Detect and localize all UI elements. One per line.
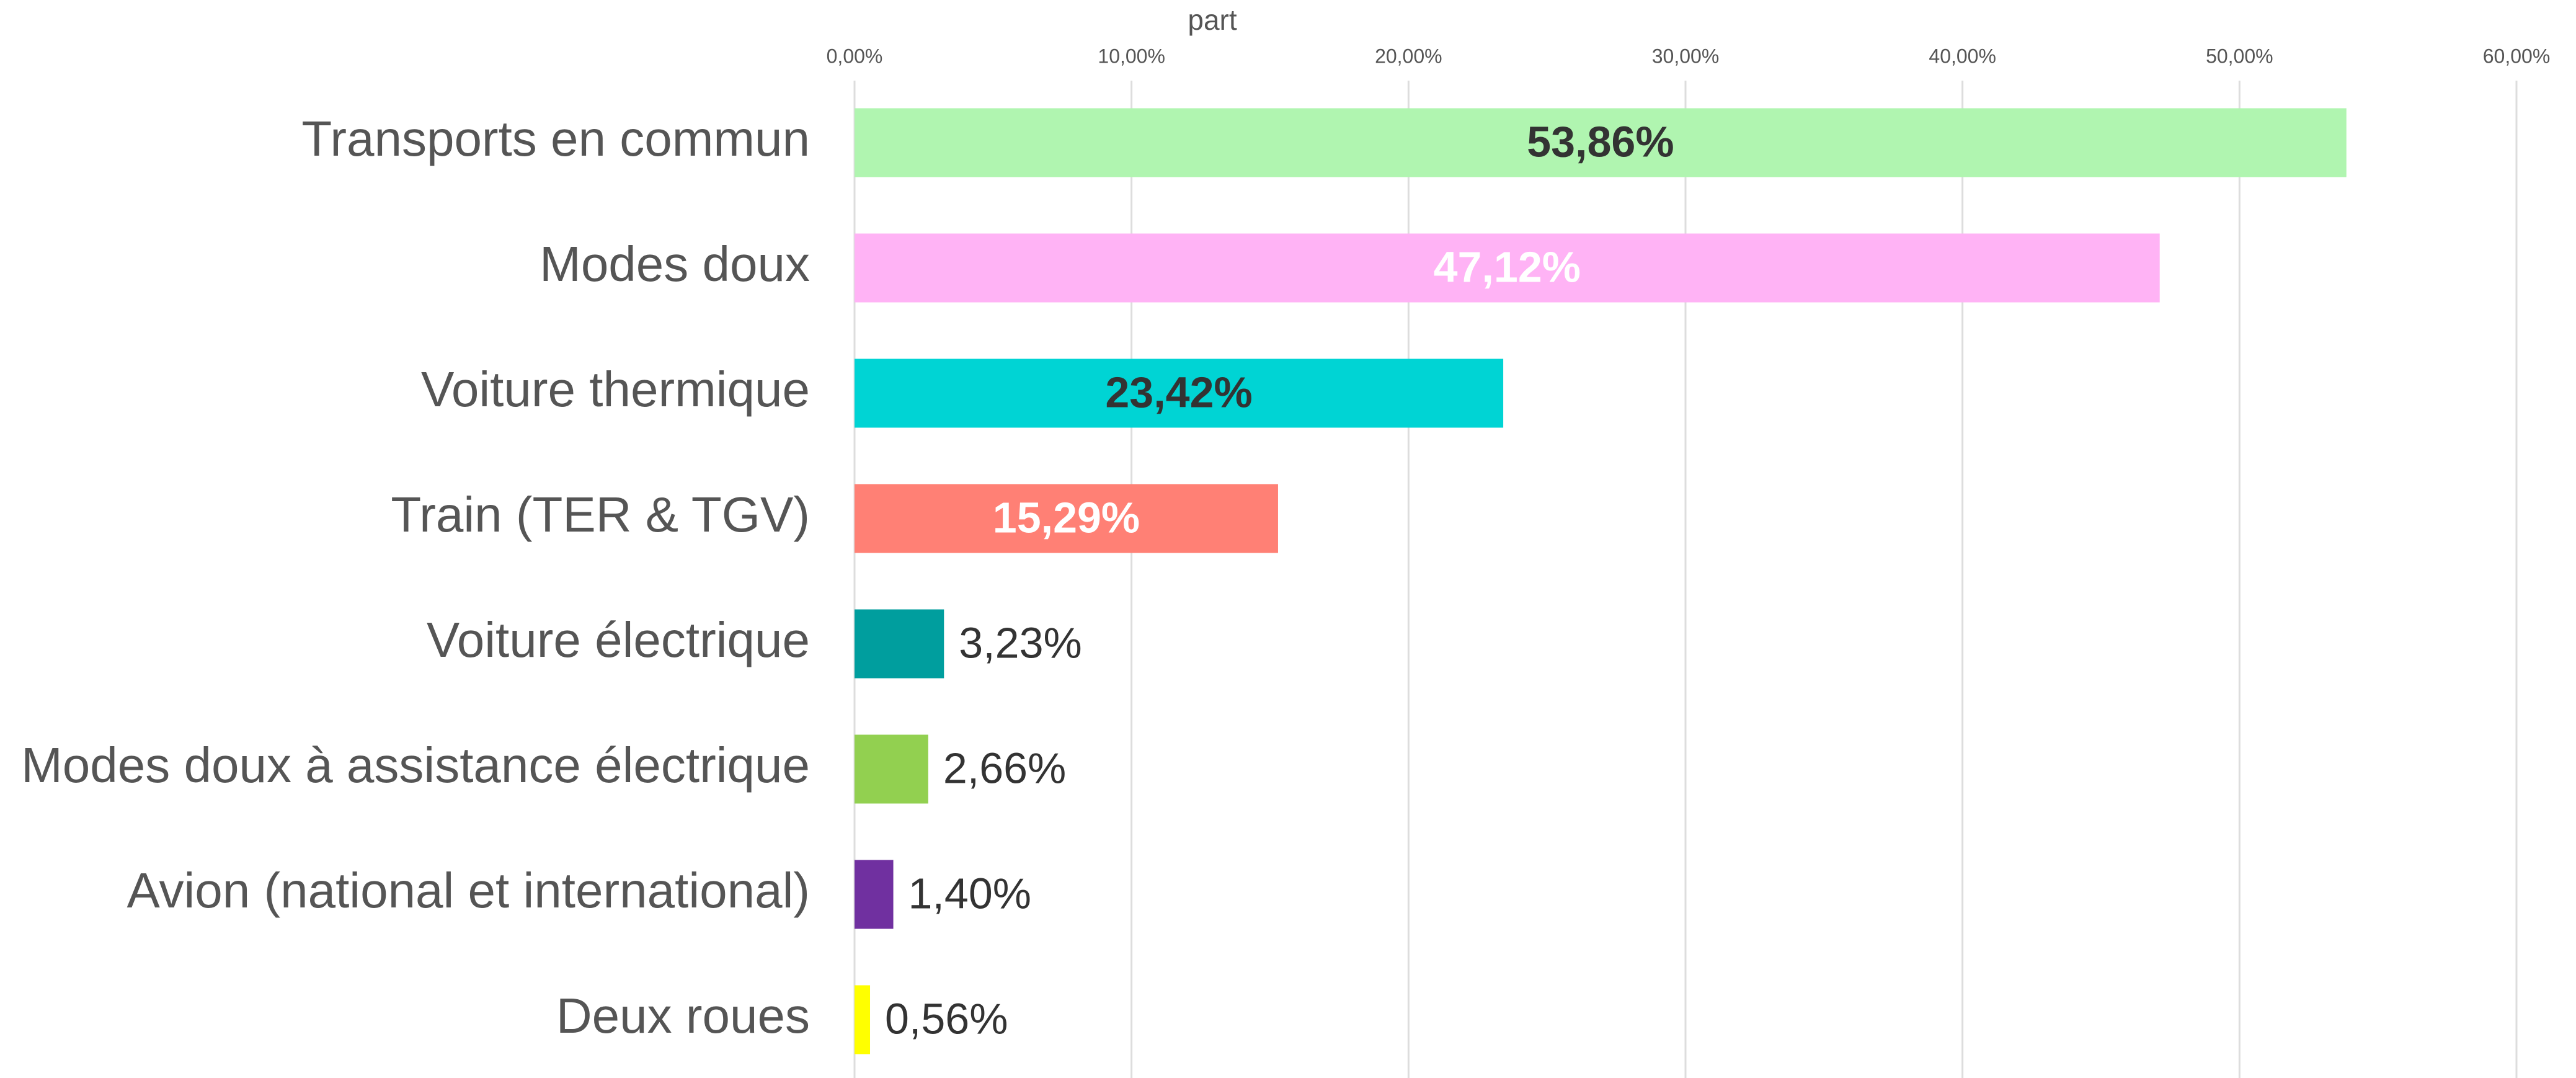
category-label: Train (TER & TGV) xyxy=(391,487,810,542)
x-tick-label: 20,00% xyxy=(1375,45,1442,67)
x-axis-label: part xyxy=(1188,4,1237,36)
bar xyxy=(855,860,894,929)
category-label: Voiture thermique xyxy=(421,362,810,417)
x-tick-label: 60,00% xyxy=(2483,45,2551,67)
value-label: 2,66% xyxy=(943,744,1066,792)
x-tick-label: 50,00% xyxy=(2206,45,2273,67)
value-label: 15,29% xyxy=(993,493,1140,541)
x-tick-label: 0,00% xyxy=(827,45,883,67)
value-label: 3,23% xyxy=(959,618,1081,667)
bar xyxy=(855,359,1504,428)
value-label: 53,86% xyxy=(1527,117,1674,166)
category-label: Transports en commun xyxy=(301,111,810,166)
value-label: 47,12% xyxy=(1434,243,1581,291)
value-label: 23,42% xyxy=(1105,368,1252,416)
value-label: 1,40% xyxy=(908,869,1031,917)
category-label: Avion (national et international) xyxy=(127,863,810,918)
bar xyxy=(855,985,871,1054)
x-tick-label: 40,00% xyxy=(1929,45,1996,67)
bar xyxy=(855,734,928,804)
bar xyxy=(855,233,2160,303)
x-tick-label: 10,00% xyxy=(1098,45,1165,67)
category-label: Modes doux xyxy=(540,236,810,292)
category-label: Deux roues xyxy=(556,988,810,1043)
bar xyxy=(855,609,944,679)
bar xyxy=(855,108,2347,177)
category-label: Voiture électrique xyxy=(427,612,810,667)
category-label: Modes doux à assistance électrique xyxy=(21,737,810,793)
bar xyxy=(855,484,1278,553)
x-tick-label: 30,00% xyxy=(1652,45,1720,67)
value-label: 0,56% xyxy=(885,994,1008,1043)
